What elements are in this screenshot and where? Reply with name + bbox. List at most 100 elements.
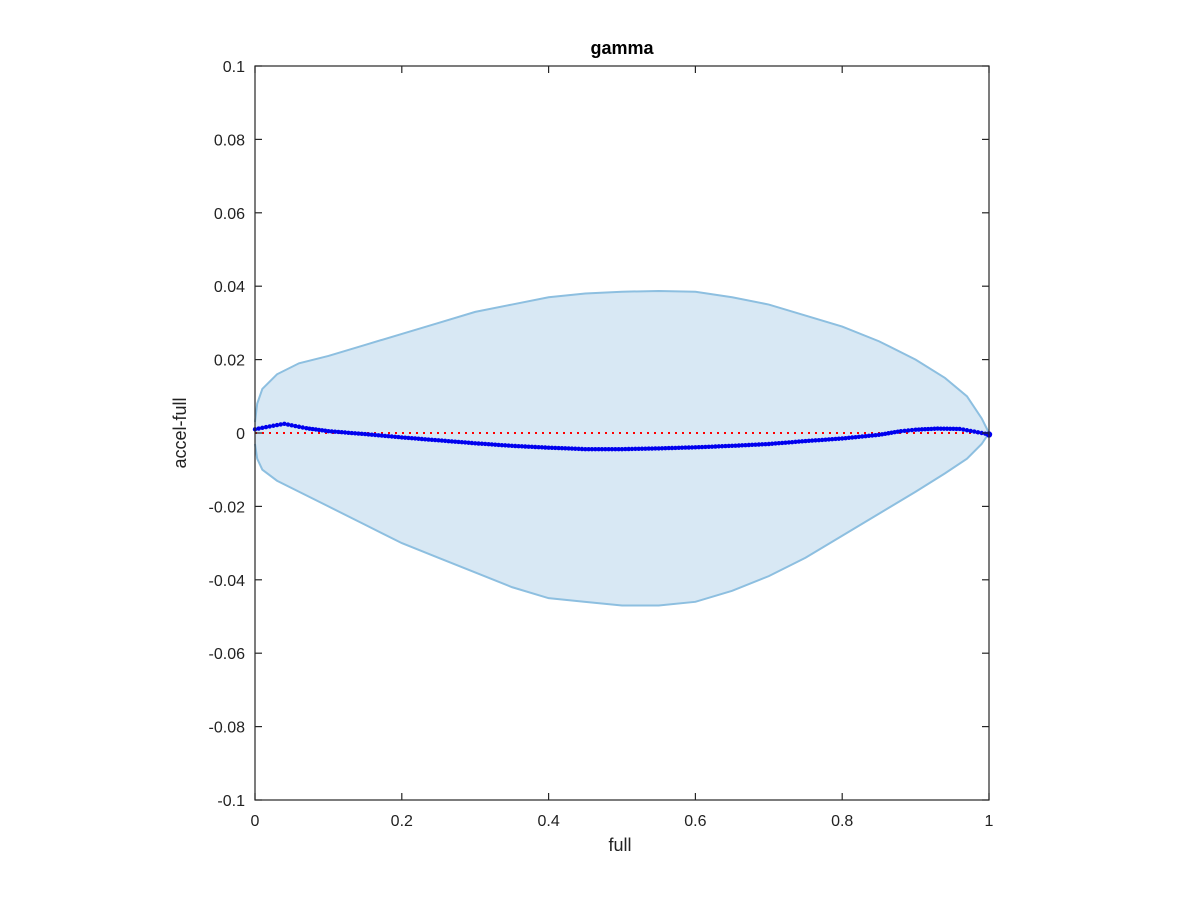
series-point: [689, 445, 695, 450]
series-point: [913, 427, 918, 432]
y-tick-label: 0.06: [214, 206, 245, 223]
series-point: [543, 445, 548, 450]
series-point: [902, 428, 907, 433]
series-point: [566, 446, 571, 451]
series-point: [944, 426, 950, 431]
series-point: [342, 430, 348, 435]
series-point: [746, 442, 751, 448]
series-point: [489, 442, 495, 447]
series-point: [840, 436, 845, 441]
series-point: [589, 446, 595, 452]
series-point: [389, 434, 394, 439]
series-point: [799, 439, 805, 444]
series-point: [793, 439, 798, 445]
series-point: [526, 444, 531, 449]
series-point: [339, 430, 344, 435]
series-point: [860, 434, 865, 439]
series-point: [843, 435, 848, 441]
series-point: [586, 446, 591, 452]
series-point: [659, 446, 665, 451]
series-point: [362, 431, 368, 437]
series-point: [260, 425, 265, 431]
series-point: [922, 427, 928, 432]
series-point: [452, 439, 458, 444]
series-point: [676, 445, 681, 451]
series-point: [392, 434, 398, 439]
series-point: [766, 441, 771, 447]
y-tick-label: 0.1: [223, 59, 245, 76]
y-tick-label: -0.1: [217, 793, 245, 810]
series-point: [359, 431, 364, 437]
y-tick-label: 0.02: [214, 353, 245, 370]
series-point: [442, 438, 448, 444]
series-point: [736, 443, 741, 448]
series-point: [483, 441, 488, 447]
series-point: [469, 440, 475, 446]
series-point: [803, 438, 808, 444]
series-point: [941, 426, 947, 431]
series-point: [356, 431, 361, 436]
series-point: [709, 444, 715, 449]
chart-title: gamma: [590, 38, 654, 58]
series-point: [759, 442, 765, 447]
x-tick-label: 0.6: [684, 813, 706, 830]
series-point: [553, 445, 558, 451]
series-point: [256, 426, 261, 431]
series-point: [870, 433, 875, 438]
series-point: [836, 436, 842, 441]
series-point: [569, 446, 575, 451]
series-point: [419, 436, 425, 442]
series-point: [426, 437, 431, 442]
series-point: [386, 434, 391, 439]
series-point: [563, 446, 568, 451]
series-point: [278, 422, 283, 427]
x-tick-label: 0.4: [537, 813, 559, 830]
series-point: [846, 435, 852, 441]
series-point: [723, 443, 728, 449]
series-point: [409, 436, 415, 441]
series-point: [352, 431, 358, 436]
series-point: [519, 444, 525, 449]
series-point: [826, 437, 832, 442]
series-point: [486, 442, 491, 447]
series-point: [267, 424, 272, 429]
series-point: [606, 446, 611, 452]
series-point: [576, 446, 581, 452]
y-tick-label: 0: [236, 426, 245, 443]
series-point: [523, 444, 528, 449]
series-point: [856, 434, 862, 440]
x-axis-label: full: [608, 835, 631, 855]
series-point: [626, 446, 631, 452]
series-point: [416, 436, 421, 441]
series-point: [446, 438, 451, 444]
x-tick-label: 1: [985, 813, 994, 830]
series-point: [909, 427, 915, 433]
series-point: [493, 442, 498, 447]
series-point: [853, 434, 858, 440]
series-point: [349, 430, 354, 436]
series-point: [466, 440, 471, 445]
y-tick-label: -0.06: [209, 646, 246, 663]
series-point: [583, 446, 588, 452]
y-tick-label: 0.08: [214, 132, 245, 149]
series-point: [683, 445, 688, 450]
series-point: [623, 446, 628, 452]
series-point: [813, 438, 818, 443]
y-tick-label: 0.04: [214, 279, 245, 296]
series-point: [729, 443, 735, 449]
series-point: [954, 426, 959, 432]
series-point: [653, 446, 658, 451]
series-point: [549, 445, 555, 451]
series-point: [796, 439, 802, 444]
series-point: [925, 426, 931, 432]
series-point: [850, 435, 855, 440]
series-point: [579, 446, 585, 452]
series-point: [382, 433, 388, 439]
series-point: [399, 435, 404, 440]
series-point: [809, 438, 815, 443]
series-point: [379, 433, 384, 438]
series-point: [693, 445, 698, 450]
series-point: [613, 446, 618, 452]
series-point: [609, 446, 615, 452]
